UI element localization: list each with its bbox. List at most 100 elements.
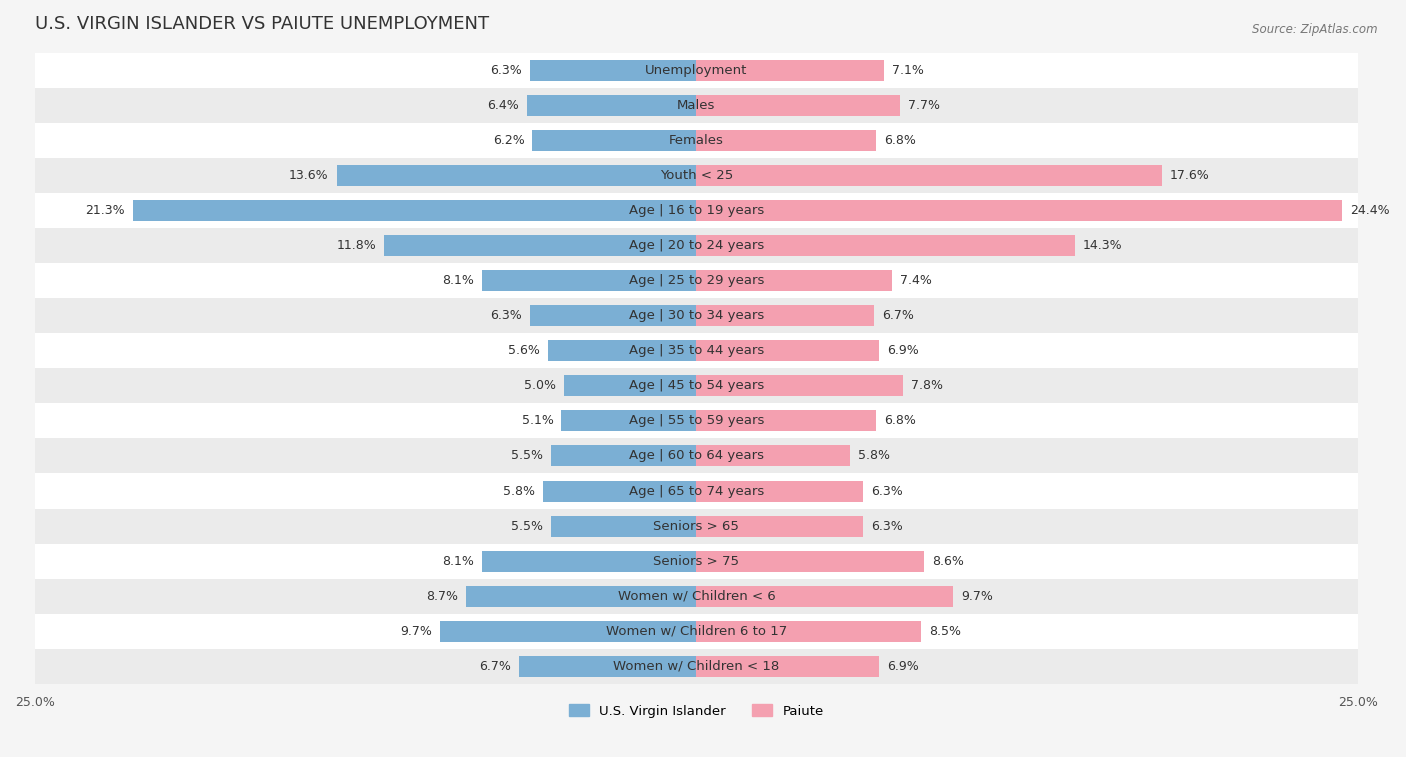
Text: 17.6%: 17.6%	[1170, 169, 1209, 182]
Bar	[696, 165, 1163, 186]
Text: 6.7%: 6.7%	[882, 309, 914, 322]
Bar	[35, 88, 1358, 123]
Bar	[519, 656, 696, 677]
Bar	[696, 375, 903, 397]
Text: Age | 30 to 34 years: Age | 30 to 34 years	[628, 309, 763, 322]
Text: Females: Females	[669, 134, 724, 147]
Bar	[440, 621, 696, 642]
Bar	[35, 123, 1358, 158]
Text: 8.5%: 8.5%	[929, 625, 962, 638]
Text: Women w/ Children < 18: Women w/ Children < 18	[613, 660, 779, 673]
Text: 7.8%: 7.8%	[911, 379, 943, 392]
Bar	[132, 200, 696, 221]
Bar	[696, 656, 879, 677]
Text: 5.8%: 5.8%	[503, 484, 536, 497]
Text: Age | 65 to 74 years: Age | 65 to 74 years	[628, 484, 763, 497]
Text: 6.3%: 6.3%	[872, 484, 903, 497]
Text: Age | 60 to 64 years: Age | 60 to 64 years	[628, 450, 763, 463]
Bar	[482, 550, 696, 572]
Text: Age | 20 to 24 years: Age | 20 to 24 years	[628, 239, 763, 252]
Text: Unemployment: Unemployment	[645, 64, 748, 76]
Text: 6.9%: 6.9%	[887, 344, 918, 357]
Text: Seniors > 75: Seniors > 75	[654, 555, 740, 568]
Bar	[696, 200, 1343, 221]
Bar	[35, 438, 1358, 473]
Text: 11.8%: 11.8%	[336, 239, 377, 252]
Text: Women w/ Children < 6: Women w/ Children < 6	[617, 590, 775, 603]
Text: 24.4%: 24.4%	[1350, 204, 1389, 217]
Text: Age | 25 to 29 years: Age | 25 to 29 years	[628, 274, 763, 287]
Bar	[336, 165, 696, 186]
Text: 6.3%: 6.3%	[491, 64, 522, 76]
Text: 6.8%: 6.8%	[884, 134, 917, 147]
Bar	[35, 614, 1358, 649]
Bar	[696, 586, 953, 607]
Text: 21.3%: 21.3%	[86, 204, 125, 217]
Bar	[527, 95, 696, 116]
Text: Source: ZipAtlas.com: Source: ZipAtlas.com	[1253, 23, 1378, 36]
Text: Age | 45 to 54 years: Age | 45 to 54 years	[628, 379, 763, 392]
Bar	[530, 305, 696, 326]
Text: 14.3%: 14.3%	[1083, 239, 1122, 252]
Bar	[551, 445, 696, 466]
Text: 7.7%: 7.7%	[908, 98, 941, 112]
Bar	[35, 649, 1358, 684]
Text: 8.7%: 8.7%	[426, 590, 458, 603]
Bar	[696, 95, 900, 116]
Bar	[35, 333, 1358, 369]
Bar	[696, 621, 921, 642]
Bar	[467, 586, 696, 607]
Bar	[35, 578, 1358, 614]
Bar	[35, 369, 1358, 403]
Bar	[35, 544, 1358, 578]
Bar	[696, 130, 876, 151]
Text: 5.0%: 5.0%	[524, 379, 557, 392]
Bar	[551, 516, 696, 537]
Bar	[35, 403, 1358, 438]
Bar	[35, 193, 1358, 228]
Text: 8.1%: 8.1%	[443, 274, 474, 287]
Bar	[696, 410, 876, 431]
Text: Youth < 25: Youth < 25	[659, 169, 733, 182]
Bar	[35, 263, 1358, 298]
Bar	[543, 481, 696, 502]
Text: 6.4%: 6.4%	[488, 98, 519, 112]
Text: 8.6%: 8.6%	[932, 555, 963, 568]
Bar	[696, 550, 924, 572]
Bar	[530, 60, 696, 81]
Bar	[35, 473, 1358, 509]
Text: 6.8%: 6.8%	[884, 414, 917, 428]
Text: Age | 16 to 19 years: Age | 16 to 19 years	[628, 204, 763, 217]
Bar	[696, 340, 879, 361]
Bar	[533, 130, 696, 151]
Text: Women w/ Children 6 to 17: Women w/ Children 6 to 17	[606, 625, 787, 638]
Bar	[35, 298, 1358, 333]
Text: 13.6%: 13.6%	[290, 169, 329, 182]
Bar	[564, 375, 696, 397]
Text: 9.7%: 9.7%	[962, 590, 993, 603]
Bar	[548, 340, 696, 361]
Text: Age | 55 to 59 years: Age | 55 to 59 years	[628, 414, 763, 428]
Bar	[696, 270, 893, 291]
Text: Males: Males	[678, 98, 716, 112]
Text: 6.2%: 6.2%	[492, 134, 524, 147]
Text: 6.9%: 6.9%	[887, 660, 918, 673]
Text: 5.6%: 5.6%	[509, 344, 540, 357]
Bar	[696, 60, 884, 81]
Text: 5.5%: 5.5%	[510, 450, 543, 463]
Text: U.S. VIRGIN ISLANDER VS PAIUTE UNEMPLOYMENT: U.S. VIRGIN ISLANDER VS PAIUTE UNEMPLOYM…	[35, 15, 489, 33]
Text: 7.4%: 7.4%	[900, 274, 932, 287]
Bar	[35, 228, 1358, 263]
Text: 6.7%: 6.7%	[479, 660, 512, 673]
Text: 5.5%: 5.5%	[510, 519, 543, 533]
Text: Seniors > 65: Seniors > 65	[654, 519, 740, 533]
Bar	[696, 235, 1074, 256]
Bar	[696, 516, 863, 537]
Text: 6.3%: 6.3%	[872, 519, 903, 533]
Text: 7.1%: 7.1%	[893, 64, 924, 76]
Text: 5.8%: 5.8%	[858, 450, 890, 463]
Bar	[35, 53, 1358, 88]
Bar	[696, 305, 873, 326]
Bar	[35, 509, 1358, 544]
Text: Age | 35 to 44 years: Age | 35 to 44 years	[628, 344, 763, 357]
